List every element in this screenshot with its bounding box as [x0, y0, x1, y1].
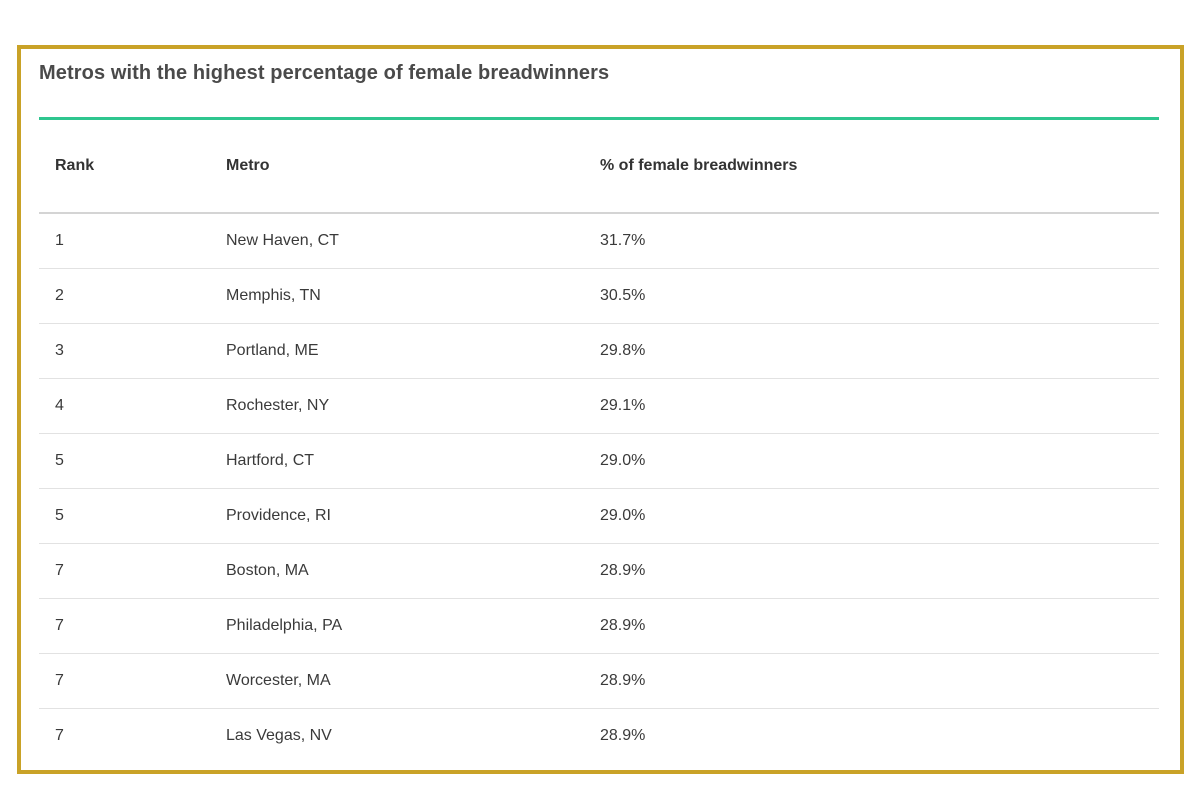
- cell-rank: 7: [55, 672, 64, 689]
- cell-metro: Providence, RI: [226, 507, 331, 524]
- cell-percent: 29.0%: [600, 507, 646, 524]
- cell-metro: Las Vegas, NV: [226, 727, 332, 744]
- cell-rank: 2: [55, 287, 64, 304]
- chart-title: Metros with the highest percentage of fe…: [39, 62, 610, 84]
- cell-rank: 5: [55, 452, 64, 469]
- table-row: 4 Rochester, NY 29.1%: [39, 379, 1159, 434]
- cell-metro: Hartford, CT: [226, 452, 315, 469]
- column-header-rank: Rank: [55, 157, 95, 174]
- cell-rank: 4: [55, 397, 64, 414]
- column-header-percent: % of female breadwinners: [600, 157, 798, 174]
- cell-percent: 28.9%: [600, 562, 646, 579]
- table-row: 5 Providence, RI 29.0%: [39, 489, 1159, 544]
- cell-rank: 1: [55, 232, 64, 249]
- cell-metro: Boston, MA: [226, 562, 309, 579]
- table-row: 1 New Haven, CT 31.7%: [39, 214, 1159, 269]
- cell-rank: 7: [55, 562, 64, 579]
- table-row: 3 Portland, ME 29.8%: [39, 324, 1159, 379]
- table-header-row: Rank Metro % of female breadwinners: [39, 120, 1159, 214]
- cell-percent: 31.7%: [600, 232, 646, 249]
- cell-metro: Memphis, TN: [226, 287, 321, 304]
- table-row: 7 Worcester, MA 28.9%: [39, 654, 1159, 709]
- cell-percent: 28.9%: [600, 727, 646, 744]
- cell-percent: 28.9%: [600, 617, 646, 634]
- cell-percent: 29.0%: [600, 452, 646, 469]
- cell-metro: Philadelphia, PA: [226, 617, 343, 634]
- cell-metro: Portland, ME: [226, 342, 319, 359]
- table-frame: Metros with the highest percentage of fe…: [17, 45, 1184, 774]
- cell-percent: 29.1%: [600, 397, 646, 414]
- cell-rank: 7: [55, 727, 64, 744]
- cell-metro: Rochester, NY: [226, 397, 330, 414]
- table-row: 7 Las Vegas, NV 28.9%: [39, 709, 1159, 764]
- cell-percent: 28.9%: [600, 672, 646, 689]
- cell-metro: Worcester, MA: [226, 672, 331, 689]
- cell-percent: 30.5%: [600, 287, 646, 304]
- table-body: 1 New Haven, CT 31.7% 2 Memphis, TN 30.5% 3 Por…: [39, 214, 1159, 764]
- column-header-metro: Metro: [226, 157, 270, 174]
- table-row: 5 Hartford, CT 29.0%: [39, 434, 1159, 489]
- cell-rank: 3: [55, 342, 64, 359]
- cell-percent: 29.8%: [600, 342, 646, 359]
- table-row: 7 Boston, MA 28.9%: [39, 544, 1159, 599]
- cell-rank: 5: [55, 507, 64, 524]
- title-accent-rule: [39, 117, 1159, 120]
- cell-metro: New Haven, CT: [226, 232, 339, 249]
- cell-rank: 7: [55, 617, 64, 634]
- data-table: Rank Metro % of female breadwinners 1 New…: [39, 120, 1159, 764]
- table-row: 7 Philadelphia, PA 28.9%: [39, 599, 1159, 654]
- table-row: 2 Memphis, TN 30.5%: [39, 269, 1159, 324]
